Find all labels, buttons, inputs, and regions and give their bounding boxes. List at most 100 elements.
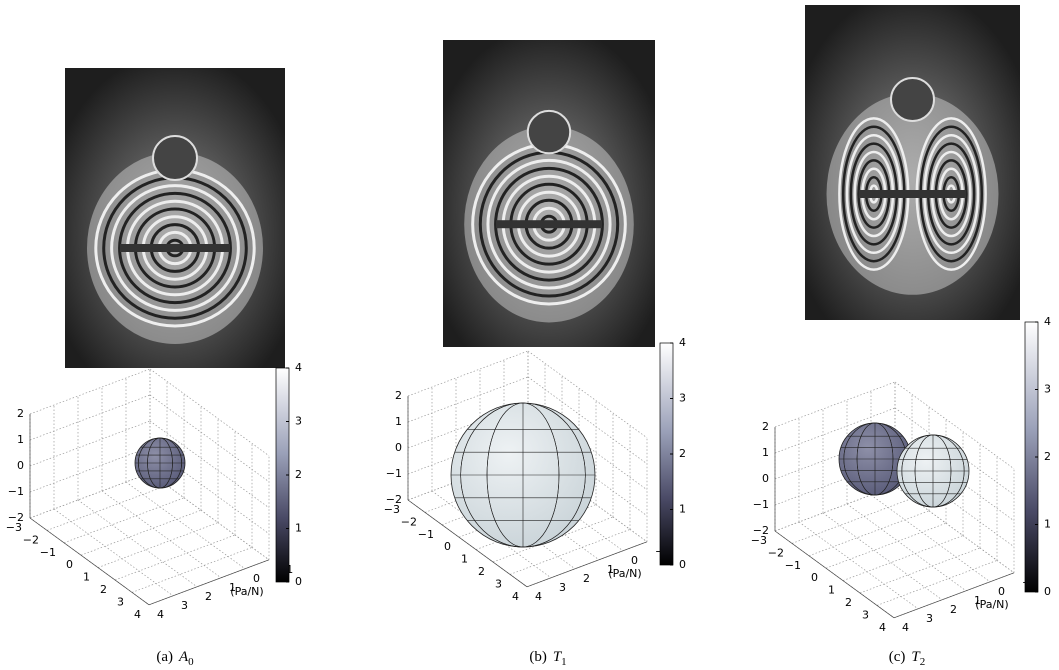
z-tick-label: 0: [17, 459, 24, 472]
axis-line: [148, 559, 270, 606]
caption-subscript: 1: [561, 656, 567, 668]
grid-line: [774, 407, 896, 454]
y-tick-label: 2: [950, 603, 957, 616]
grid-line: [774, 459, 896, 506]
panel: 210−1−2−3−2−10123443210−1(Pa/N)43210(a)A…: [6, 68, 302, 668]
colorbar-tick-label: 1: [679, 503, 686, 516]
grid-line: [774, 433, 896, 480]
y-tick-label: 2: [205, 590, 212, 603]
x-tick-label: −2: [401, 515, 417, 528]
grid-line: [407, 376, 529, 423]
grid-line: [842, 535, 964, 581]
grid-line: [822, 512, 943, 601]
y-tick-label: 0: [631, 554, 638, 567]
grid-line: [876, 560, 998, 606]
panel: 210−1−2−3−2−10123443210−1(Pa/N)43210(c)T…: [751, 5, 1051, 668]
axis-line: [893, 572, 1015, 619]
sound-hole: [152, 135, 198, 181]
z-tick-label: −1: [8, 485, 24, 498]
bridge: [120, 244, 230, 252]
grid-line: [125, 481, 246, 570]
colorbar-tick-label: 0: [679, 558, 686, 571]
sound-hole: [890, 77, 935, 122]
z-tick-label: −1: [753, 498, 769, 511]
y-tick-label: 4: [902, 621, 909, 634]
grid-line: [46, 485, 168, 531]
grid-line: [407, 350, 529, 397]
y-tick-label: 4: [157, 608, 164, 621]
x-tick-label: −1: [785, 559, 801, 572]
z-tick-label: 1: [17, 433, 24, 446]
x-tick-label: 1: [828, 584, 835, 597]
caption-subscript: 0: [188, 656, 194, 668]
caption-subscript: 2: [920, 656, 926, 668]
grid-line: [509, 529, 631, 575]
panel: 210−1−2−3−2−10123443210−1(Pa/N)43210(b)T…: [384, 40, 686, 668]
grid-line: [808, 510, 930, 557]
x-tick-label: −3: [6, 521, 22, 534]
grid-line: [114, 534, 236, 581]
colorbar-tick-label: 1: [1044, 518, 1051, 531]
y-tick-label: 3: [181, 599, 188, 612]
x-tick-label: 3: [495, 577, 502, 590]
fringe: [110, 184, 240, 312]
x-tick-label: 1: [461, 553, 468, 566]
x-tick-label: 0: [811, 571, 818, 584]
colorbar-tick-label: 0: [1044, 585, 1051, 598]
grid-line: [774, 485, 896, 532]
x-tick-label: 2: [845, 596, 852, 609]
z-tick-label: −1: [386, 467, 402, 480]
y-tick-label: 2: [583, 572, 590, 585]
caption-mode: T: [911, 649, 921, 665]
bridge: [858, 190, 967, 198]
grid-line: [407, 402, 529, 449]
grid-line: [29, 420, 151, 467]
grid-line: [149, 420, 270, 509]
x-tick-label: 4: [879, 621, 886, 634]
z-tick-label: 0: [762, 472, 769, 485]
grid-line: [131, 547, 253, 593]
grid-line: [97, 522, 219, 568]
z-tick-label: 1: [395, 415, 402, 428]
grid-line: [29, 394, 151, 441]
y-tick-label: 0: [998, 585, 1005, 598]
grid-line: [149, 472, 270, 561]
caption-mode: T: [553, 649, 563, 665]
z-tick-label: −2: [753, 524, 769, 537]
grid-line: [149, 394, 270, 483]
x-tick-label: −1: [40, 546, 56, 559]
grid-line: [870, 494, 991, 583]
colorbar-tick-label: 2: [295, 468, 302, 481]
colorbar-tick-label: 2: [1044, 450, 1051, 463]
x-tick-label: 3: [117, 595, 124, 608]
grid-line: [101, 490, 222, 579]
grid-line: [846, 503, 967, 592]
caption: (b) T1: [529, 649, 566, 667]
y-tick-label: 1: [974, 594, 981, 607]
grid-line: [894, 381, 1015, 470]
colorbar-tick-label: 1: [295, 522, 302, 535]
x-tick-label: 4: [512, 590, 519, 603]
grid-line: [774, 381, 896, 428]
axis-line: [526, 541, 648, 588]
colorbar-tick-label: 2: [679, 447, 686, 460]
z-tick-label: 1: [762, 446, 769, 459]
fringe: [494, 166, 604, 282]
caption: (c) T2: [889, 649, 926, 667]
colorbar-tick-label: 4: [295, 361, 302, 374]
x-tick-label: 3: [862, 608, 869, 621]
y-tick-label: 4: [535, 590, 542, 603]
z-tick-label: 2: [762, 420, 769, 433]
x-tick-label: −3: [384, 503, 400, 516]
grid-line: [53, 508, 174, 597]
x-tick-label: −1: [418, 528, 434, 541]
colorbar-tick-label: 3: [679, 392, 686, 405]
grid-line: [798, 521, 919, 610]
grid-line: [63, 497, 185, 544]
x-tick-label: 0: [66, 558, 73, 571]
grid-line: [149, 368, 270, 457]
caption-label: (a): [156, 649, 173, 665]
y-tick-label: 1: [229, 581, 236, 594]
x-tick-label: 2: [100, 583, 107, 596]
axis-unit: (Pa/N): [975, 598, 1008, 611]
